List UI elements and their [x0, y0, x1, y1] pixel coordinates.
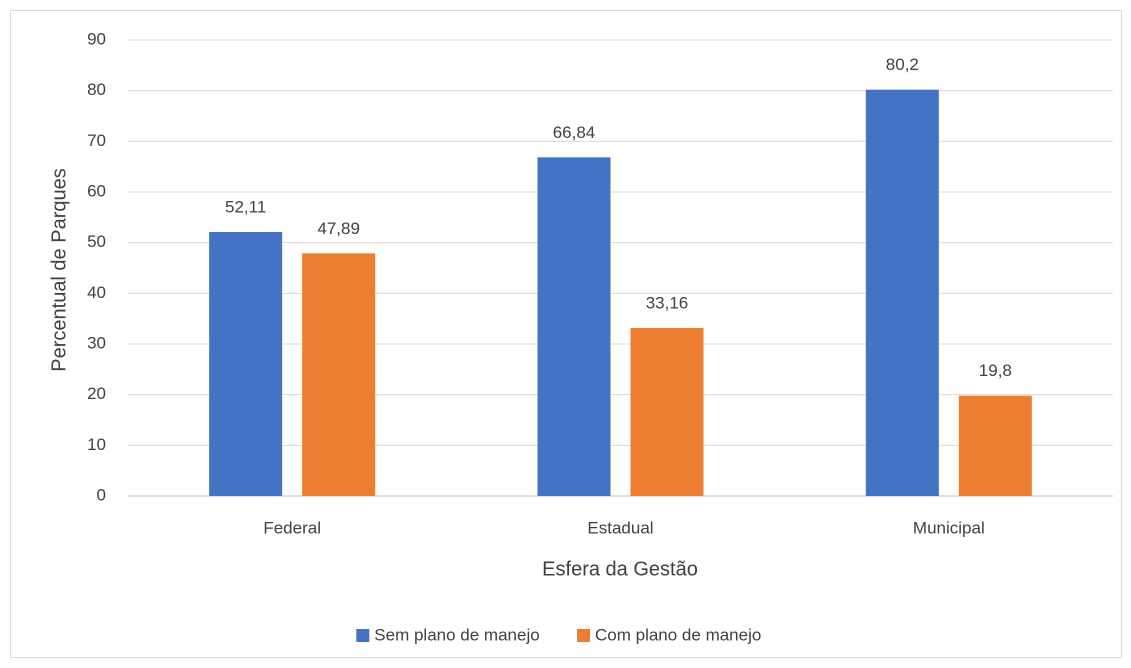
data-label: 33,16: [646, 293, 689, 312]
legend-swatch: [577, 629, 590, 642]
y-tick-label: 30: [87, 333, 106, 352]
bar: [537, 157, 611, 496]
y-tick-label: 10: [87, 435, 106, 454]
data-label: 66,84: [553, 123, 596, 142]
y-tick-label: 80: [87, 80, 106, 99]
data-label: 19,8: [979, 361, 1012, 380]
y-axis-label: Percentual de Parques: [48, 168, 70, 371]
y-tick-label: 60: [87, 181, 106, 200]
bar: [865, 89, 939, 497]
y-tick-label: 50: [87, 232, 106, 251]
data-label: 52,11: [225, 197, 266, 216]
legend-swatch: [356, 629, 370, 642]
x-tick-label: Municipal: [913, 518, 985, 537]
bar: [209, 231, 283, 496]
y-tick-label: 0: [97, 485, 106, 504]
x-axis-label: Esfera da Gestão: [542, 558, 698, 580]
bar: [302, 253, 376, 496]
data-label: 47,89: [317, 219, 360, 238]
legend-label: Sem plano de manejo: [374, 625, 539, 644]
x-tick-label: Estadual: [587, 518, 653, 537]
bar: [958, 395, 1032, 496]
x-tick-label: Federal: [263, 518, 321, 537]
y-tick-label: 90: [87, 29, 106, 48]
y-tick-label: 20: [87, 384, 106, 403]
y-tick-label: 70: [87, 131, 106, 150]
legend-label: Com plano de manejo: [595, 625, 761, 644]
bar: [630, 327, 704, 496]
data-label: 80,2: [886, 55, 919, 74]
y-tick-label: 40: [87, 283, 106, 302]
